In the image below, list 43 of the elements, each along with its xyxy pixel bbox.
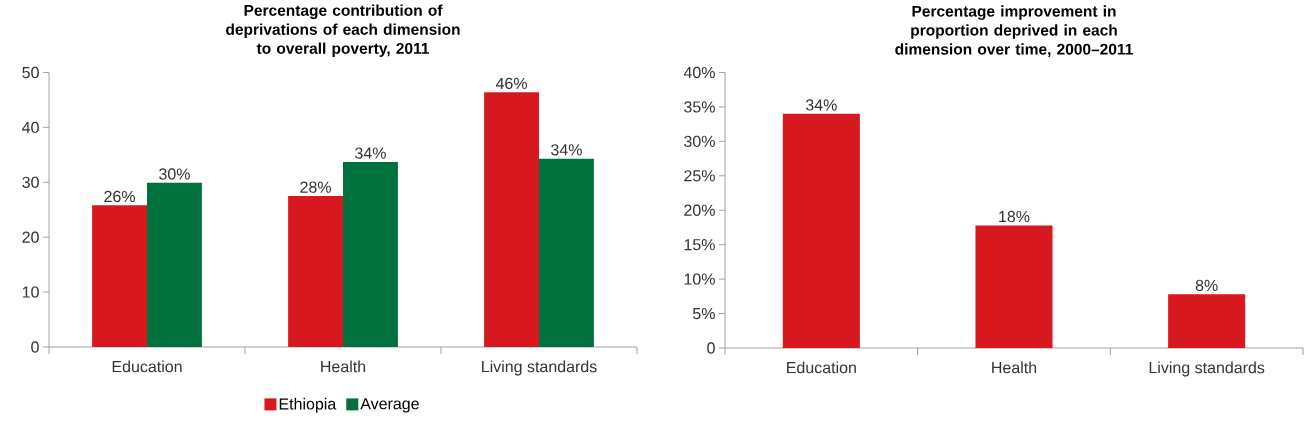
legend-label: Average [360,398,419,413]
data-label: 34% [805,99,837,111]
x-tick-label: Education [787,361,856,374]
bar [484,92,540,347]
y-tick-label: 30 [22,176,39,188]
bar [92,205,148,347]
bar [147,182,202,347]
y-tick-label: 0 [707,342,715,354]
y-tick-label: 20 [22,231,39,243]
y-tick-label: 10 [22,286,39,298]
y-tick-label: 40 [22,121,39,134]
data-label: 8% [1195,279,1218,292]
data-label: 28% [300,181,332,193]
data-label: 34% [551,144,582,156]
y-tick-label: 10% [684,273,715,285]
data-label: 34% [355,147,386,159]
y-tick-label: 5% [692,307,715,320]
chart-title: Percentage contribution of deprivations of each dimension to overall poverty, 2011 [226,4,460,57]
y-tick-label: 20% [684,204,715,216]
bar [343,161,398,347]
x-tick-label: Health [992,361,1037,374]
x-tick-label: Health [321,360,366,373]
y-tick-label: 0 [31,341,39,353]
y-tick-label: 25% [684,170,715,182]
data-label: 18% [999,210,1030,223]
data-label: 46% [495,77,528,90]
bar [782,113,860,348]
y-tick-label: 35% [684,101,715,113]
data-label: 30% [159,168,190,180]
x-tick-label: Living standards [482,360,597,376]
data-label: 26% [104,190,136,203]
chart-title: Percentage improvement in proportion deprived in each dimension over time, 2000–2011 [895,5,1133,57]
x-tick-label: Education [112,360,182,373]
y-tick-label: 15% [684,239,715,251]
y-tick-label: 30% [684,135,715,148]
y-tick-label: 40% [683,66,715,79]
bar [288,196,344,347]
x-tick-label: Living standards [1149,361,1265,377]
y-tick-label: 50 [22,66,39,79]
legend-label: Ethiopia [279,397,337,413]
bar [539,158,594,347]
bar [975,225,1053,348]
bar [1168,294,1246,348]
